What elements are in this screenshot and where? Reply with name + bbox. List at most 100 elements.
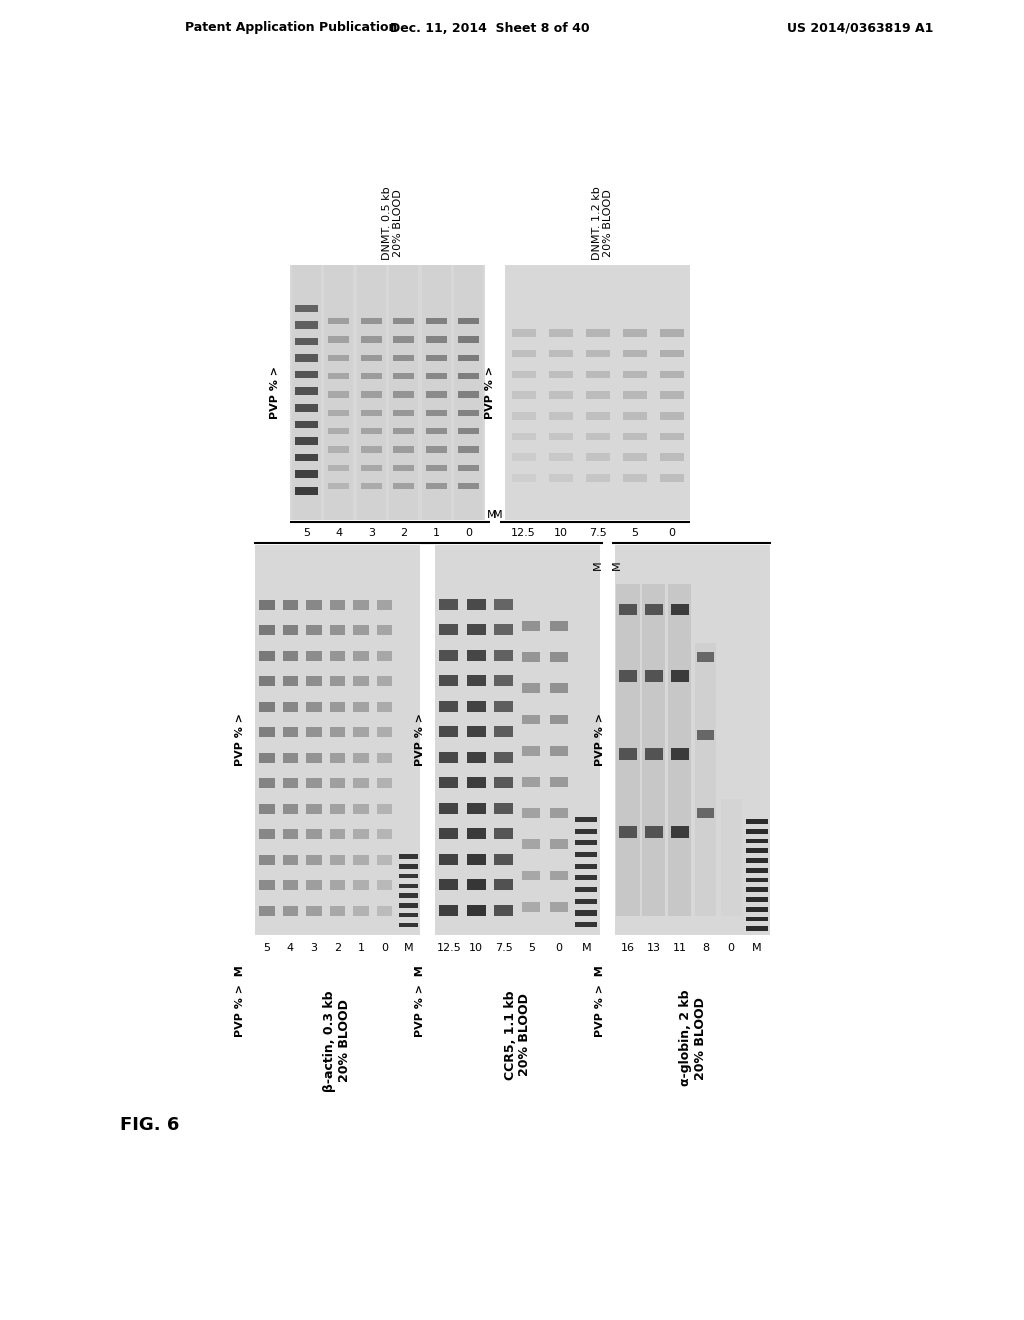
Bar bbox=[467, 829, 485, 840]
Bar bbox=[495, 599, 513, 610]
Bar bbox=[586, 329, 609, 337]
Bar bbox=[439, 649, 459, 660]
Bar bbox=[295, 387, 317, 395]
Bar bbox=[575, 829, 597, 834]
Bar bbox=[746, 878, 768, 882]
Bar bbox=[495, 624, 513, 635]
Text: PVP % >: PVP % > bbox=[415, 714, 425, 767]
Bar bbox=[671, 603, 688, 615]
Bar bbox=[306, 906, 322, 916]
Bar bbox=[393, 337, 415, 342]
Bar bbox=[377, 906, 392, 916]
Bar bbox=[467, 726, 485, 737]
Bar bbox=[360, 446, 382, 453]
Text: PVP % >: PVP % > bbox=[270, 366, 280, 418]
Bar bbox=[295, 338, 317, 346]
Text: 5: 5 bbox=[631, 528, 638, 539]
Bar bbox=[330, 752, 345, 763]
Bar bbox=[459, 465, 479, 471]
Bar bbox=[329, 409, 349, 416]
Bar bbox=[659, 474, 684, 482]
Bar bbox=[550, 840, 568, 849]
Bar bbox=[295, 371, 317, 379]
Bar bbox=[549, 474, 572, 482]
Text: 11: 11 bbox=[673, 942, 686, 953]
Bar bbox=[467, 777, 485, 788]
Text: β-actin, 0.3 kb
20% BLOOD: β-actin, 0.3 kb 20% BLOOD bbox=[324, 990, 351, 1092]
Bar bbox=[306, 599, 322, 610]
Bar bbox=[615, 545, 770, 935]
Bar bbox=[495, 752, 513, 763]
Bar bbox=[439, 752, 459, 763]
Bar bbox=[356, 265, 386, 520]
Bar bbox=[426, 318, 446, 325]
Bar bbox=[353, 676, 369, 686]
Bar bbox=[522, 746, 541, 755]
Text: 0: 0 bbox=[668, 528, 675, 539]
Bar bbox=[353, 906, 369, 916]
Bar bbox=[306, 880, 322, 890]
Bar bbox=[746, 820, 768, 824]
Bar bbox=[393, 372, 415, 379]
Bar bbox=[353, 804, 369, 813]
Bar bbox=[426, 428, 446, 434]
Bar bbox=[575, 817, 597, 822]
Bar bbox=[259, 752, 274, 763]
Text: CCR5, 1.1 kb
20% BLOOD: CCR5, 1.1 kb 20% BLOOD bbox=[504, 990, 531, 1080]
Bar bbox=[459, 483, 479, 490]
Bar bbox=[393, 483, 415, 490]
Bar bbox=[721, 799, 741, 916]
Bar bbox=[295, 404, 317, 412]
Bar bbox=[377, 651, 392, 660]
Text: 1: 1 bbox=[433, 528, 439, 539]
Bar bbox=[467, 906, 485, 916]
Bar bbox=[290, 265, 485, 520]
Bar bbox=[459, 409, 479, 416]
Bar bbox=[306, 752, 322, 763]
Bar bbox=[306, 626, 322, 635]
Bar bbox=[360, 391, 382, 397]
Bar bbox=[659, 350, 684, 358]
Text: 0: 0 bbox=[555, 942, 562, 953]
Bar bbox=[377, 676, 392, 686]
Bar bbox=[549, 391, 572, 399]
Text: PVP % >: PVP % > bbox=[234, 714, 245, 767]
Text: 4: 4 bbox=[287, 942, 294, 953]
Bar bbox=[377, 855, 392, 865]
Bar bbox=[295, 321, 317, 329]
Bar bbox=[283, 676, 298, 686]
Bar bbox=[426, 446, 446, 453]
Bar bbox=[426, 483, 446, 490]
Bar bbox=[623, 329, 647, 337]
Bar bbox=[329, 483, 349, 490]
Bar bbox=[377, 752, 392, 763]
Bar bbox=[586, 350, 609, 358]
Bar bbox=[746, 916, 768, 921]
Bar bbox=[467, 803, 485, 813]
Bar bbox=[659, 329, 684, 337]
Bar bbox=[295, 354, 317, 362]
Text: M: M bbox=[753, 942, 762, 953]
Bar bbox=[616, 583, 640, 916]
Text: 7.5: 7.5 bbox=[589, 528, 606, 539]
Bar bbox=[586, 412, 609, 420]
Bar bbox=[283, 727, 298, 737]
Bar bbox=[295, 470, 317, 478]
Bar bbox=[623, 412, 647, 420]
Text: 10: 10 bbox=[469, 942, 483, 953]
Text: M: M bbox=[612, 560, 622, 570]
Bar bbox=[645, 826, 663, 837]
Bar bbox=[522, 808, 541, 818]
Bar bbox=[360, 409, 382, 416]
Bar bbox=[522, 652, 541, 663]
Bar bbox=[330, 727, 345, 737]
Bar bbox=[746, 869, 768, 873]
Bar bbox=[259, 651, 274, 660]
Bar bbox=[586, 474, 609, 482]
Bar bbox=[398, 865, 418, 869]
Bar bbox=[377, 779, 392, 788]
Bar bbox=[295, 305, 317, 312]
Bar bbox=[439, 624, 459, 635]
Bar bbox=[353, 752, 369, 763]
Text: 0: 0 bbox=[381, 942, 388, 953]
